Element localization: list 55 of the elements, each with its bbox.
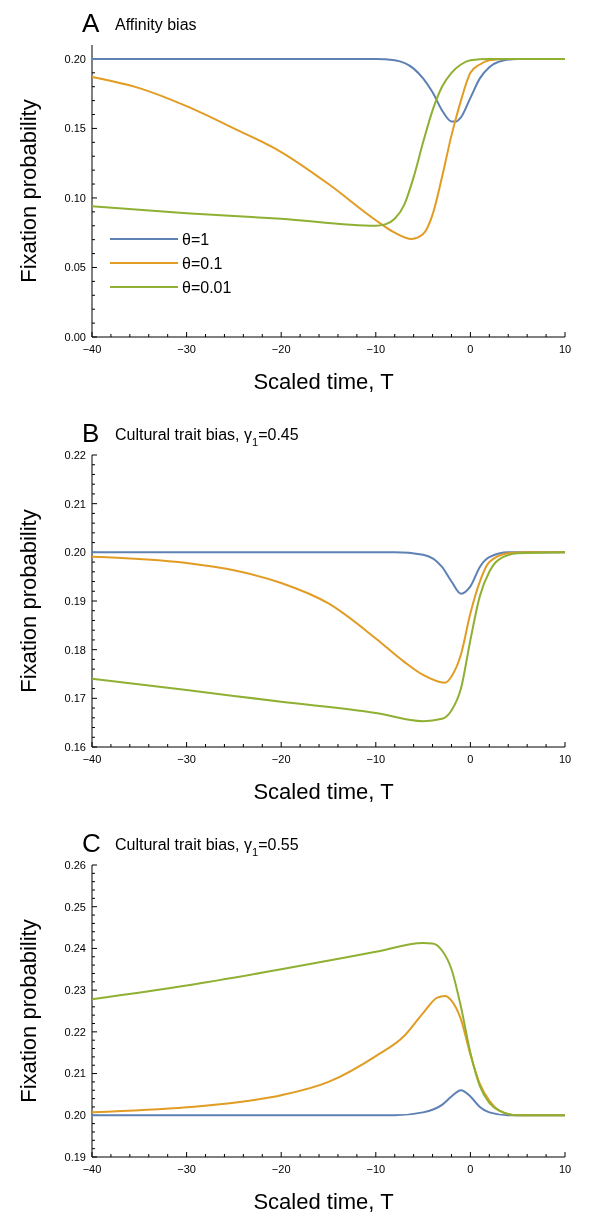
x-tick-label: −40 [82,343,102,355]
y-tick-label: 0.16 [64,740,86,753]
y-axis-title: Fixation probability [16,919,41,1103]
y-tick-label: 0.20 [64,52,86,65]
x-tick-label: 10 [558,1163,572,1175]
x-tick-label: −20 [271,343,291,355]
text: C [82,828,101,858]
x-tick-label: −40 [82,1163,102,1175]
y-tick-label: 0.20 [64,546,86,559]
legend-label: θ=0.1 [182,254,223,272]
y-tick-label: 0.19 [64,594,86,607]
y-tick-label: 0.23 [64,983,86,996]
x-tick-label: 0 [467,1163,474,1175]
x-tick-label: 0 [467,343,474,355]
y-tick-label: 0.21 [64,1067,86,1080]
y-tick-label: 0.22 [64,448,86,461]
chart-title: Cultural trait bias, γ$_{1}$=0.45 [115,426,299,448]
y-tick-label: 0.18 [64,643,86,656]
y-tick-label: 0.15 [64,122,86,135]
x-tick-label: −40 [82,753,102,765]
y-axis-title: Fixation probability [16,99,41,283]
x-tick-label: −10 [366,343,386,355]
x-tick-label: 0 [467,753,474,765]
text: A [82,8,100,38]
y-tick-label: 0.00 [64,330,86,343]
y-tick-label: 0.24 [64,942,86,955]
y-tick-label: 0.17 [64,692,86,705]
x-tick-label: −20 [271,753,291,765]
y-tick-label: 0.19 [64,1150,86,1163]
line-series [91,551,566,723]
x-tick-label: 10 [558,753,572,765]
y-tick-label: 0.26 [64,858,86,871]
x-tick-label: −10 [366,753,386,765]
x-tick-label: −30 [177,753,196,765]
y-axis-title: Fixation probability [16,509,41,693]
y-tick-label: 0.25 [64,900,86,913]
y-tick-label: 0.21 [64,497,86,510]
y-tick-label: 0.10 [64,191,86,204]
chart-title: Affinity bias [115,16,197,33]
x-axis-title: Scaled time, T [253,1189,394,1214]
x-tick-label: 10 [558,343,572,355]
x-tick-label: −30 [177,1163,196,1175]
chart-title: Cultural trait bias, γ$_{1}$=0.55 [115,836,299,858]
x-tick-label: −10 [366,1163,386,1175]
y-tick-label: 0.05 [64,261,86,274]
x-axis-title: Scaled time, T [253,779,394,804]
x-tick-label: −30 [177,343,196,355]
y-tick-label: 0.20 [64,1109,86,1122]
line-series [91,942,566,1117]
legend-label: θ=0.01 [182,278,232,296]
x-tick-label: −20 [271,1163,291,1175]
text: B [82,418,100,448]
legend-label: θ=1 [182,230,210,248]
y-tick-label: 0.22 [64,1025,86,1038]
x-axis-title: Scaled time, T [253,369,394,394]
